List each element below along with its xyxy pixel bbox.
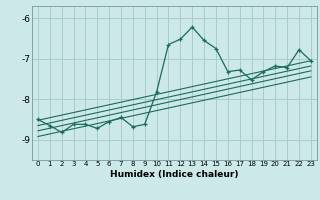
X-axis label: Humidex (Indice chaleur): Humidex (Indice chaleur) bbox=[110, 170, 239, 179]
